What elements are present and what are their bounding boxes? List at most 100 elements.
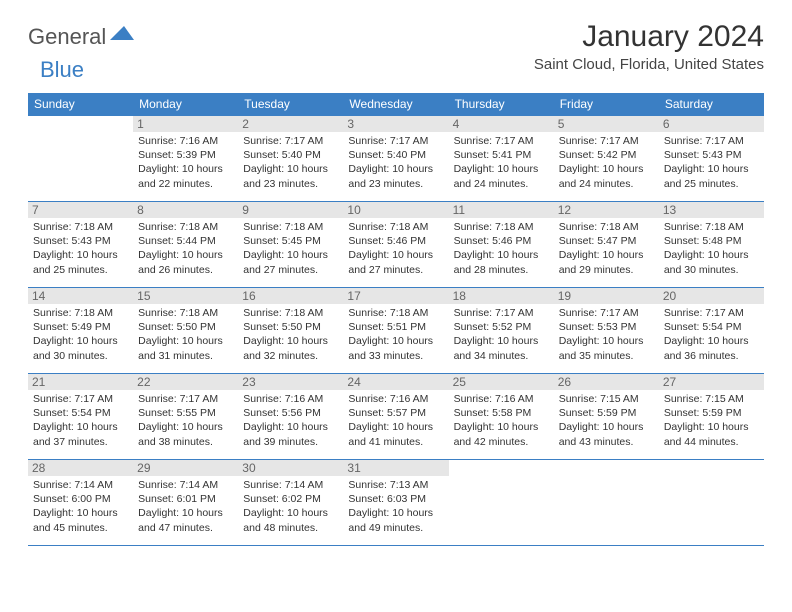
day-details: Sunrise: 7:14 AMSunset: 6:02 PMDaylight:… (243, 478, 338, 535)
day-number: 15 (133, 288, 238, 304)
calendar-cell: 5 Sunrise: 7:17 AMSunset: 5:42 PMDaylight… (554, 116, 659, 202)
calendar-cell: 7 Sunrise: 7:18 AMSunset: 5:43 PMDaylight… (28, 202, 133, 288)
calendar-cell: 17 Sunrise: 7:18 AMSunset: 5:51 PMDayligh… (343, 288, 448, 374)
calendar-row: 28 Sunrise: 7:14 AMSunset: 6:00 PMDayligh… (28, 460, 764, 546)
calendar-cell: 13 Sunrise: 7:18 AMSunset: 5:48 PMDayligh… (659, 202, 764, 288)
calendar-cell (28, 116, 133, 202)
calendar-cell: 2 Sunrise: 7:17 AMSunset: 5:40 PMDaylight… (238, 116, 343, 202)
day-details: Sunrise: 7:18 AMSunset: 5:46 PMDaylight:… (454, 220, 549, 277)
calendar-cell: 19 Sunrise: 7:17 AMSunset: 5:53 PMDayligh… (554, 288, 659, 374)
day-number: 11 (449, 202, 554, 218)
day-number: 1 (133, 116, 238, 132)
calendar-cell: 15 Sunrise: 7:18 AMSunset: 5:50 PMDayligh… (133, 288, 238, 374)
logo-arrow-icon (110, 24, 136, 47)
day-number: 9 (238, 202, 343, 218)
day-details: Sunrise: 7:18 AMSunset: 5:50 PMDaylight:… (138, 306, 233, 363)
logo-text-general: General (28, 24, 106, 50)
day-details: Sunrise: 7:17 AMSunset: 5:53 PMDaylight:… (559, 306, 654, 363)
calendar-cell (449, 460, 554, 546)
day-details: Sunrise: 7:17 AMSunset: 5:42 PMDaylight:… (559, 134, 654, 191)
calendar-row: 14 Sunrise: 7:18 AMSunset: 5:49 PMDayligh… (28, 288, 764, 374)
day-details: Sunrise: 7:17 AMSunset: 5:54 PMDaylight:… (33, 392, 128, 449)
day-number: 8 (133, 202, 238, 218)
day-number: 26 (554, 374, 659, 390)
day-number: 13 (659, 202, 764, 218)
day-number: 23 (238, 374, 343, 390)
day-details: Sunrise: 7:17 AMSunset: 5:43 PMDaylight:… (664, 134, 759, 191)
day-details: Sunrise: 7:14 AMSunset: 6:01 PMDaylight:… (138, 478, 233, 535)
day-details: Sunrise: 7:18 AMSunset: 5:48 PMDaylight:… (664, 220, 759, 277)
day-header: Monday (133, 93, 238, 116)
calendar-cell: 18 Sunrise: 7:17 AMSunset: 5:52 PMDayligh… (449, 288, 554, 374)
calendar-cell: 29Sunrise: 7:14 AMSunset: 6:01 PMDayligh… (133, 460, 238, 546)
day-details: Sunrise: 7:16 AMSunset: 5:56 PMDaylight:… (243, 392, 338, 449)
calendar-cell: 4Sunrise: 7:17 AMSunset: 5:41 PMDaylight… (449, 116, 554, 202)
calendar-cell: 28 Sunrise: 7:14 AMSunset: 6:00 PMDayligh… (28, 460, 133, 546)
month-title: January 2024 (534, 20, 764, 54)
day-number: 7 (28, 202, 133, 218)
day-number: 10 (343, 202, 448, 218)
day-number: 25 (449, 374, 554, 390)
day-number: 12 (554, 202, 659, 218)
day-details: Sunrise: 7:17 AMSunset: 5:52 PMDaylight:… (454, 306, 549, 363)
day-number: 19 (554, 288, 659, 304)
day-details: Sunrise: 7:17 AMSunset: 5:40 PMDaylight:… (243, 134, 338, 191)
day-details: Sunrise: 7:18 AMSunset: 5:46 PMDaylight:… (348, 220, 443, 277)
day-details: Sunrise: 7:15 AMSunset: 5:59 PMDaylight:… (664, 392, 759, 449)
calendar-cell: 22Sunrise: 7:17 AMSunset: 5:55 PMDayligh… (133, 374, 238, 460)
calendar-cell: 11 Sunrise: 7:18 AMSunset: 5:46 PMDayligh… (449, 202, 554, 288)
day-number: 6 (659, 116, 764, 132)
calendar-cell: 10 Sunrise: 7:18 AMSunset: 5:46 PMDayligh… (343, 202, 448, 288)
day-number: 18 (449, 288, 554, 304)
logo-text-blue: Blue (40, 57, 84, 82)
calendar-cell: 20 Sunrise: 7:17 AMSunset: 5:54 PMDayligh… (659, 288, 764, 374)
day-header: Wednesday (343, 93, 448, 116)
day-number: 5 (554, 116, 659, 132)
calendar-cell: 1Sunrise: 7:16 AMSunset: 5:39 PMDaylight… (133, 116, 238, 202)
calendar-cell: 24 Sunrise: 7:16 AMSunset: 5:57 PMDayligh… (343, 374, 448, 460)
calendar-cell: 31Sunrise: 7:13 AMSunset: 6:03 PMDayligh… (343, 460, 448, 546)
calendar-cell (554, 460, 659, 546)
calendar-row: 21 Sunrise: 7:17 AMSunset: 5:54 PMDayligh… (28, 374, 764, 460)
day-number: 28 (28, 460, 133, 476)
calendar-cell: 27 Sunrise: 7:15 AMSunset: 5:59 PMDayligh… (659, 374, 764, 460)
day-number: 20 (659, 288, 764, 304)
day-header: Sunday (28, 93, 133, 116)
calendar-cell: 21 Sunrise: 7:17 AMSunset: 5:54 PMDayligh… (28, 374, 133, 460)
calendar-cell: 26Sunrise: 7:15 AMSunset: 5:59 PMDayligh… (554, 374, 659, 460)
day-details: Sunrise: 7:16 AMSunset: 5:58 PMDaylight:… (454, 392, 549, 449)
calendar-cell: 9 Sunrise: 7:18 AMSunset: 5:45 PMDaylight… (238, 202, 343, 288)
day-details: Sunrise: 7:18 AMSunset: 5:45 PMDaylight:… (243, 220, 338, 277)
day-number: 3 (343, 116, 448, 132)
day-details: Sunrise: 7:17 AMSunset: 5:54 PMDaylight:… (664, 306, 759, 363)
calendar-cell (659, 460, 764, 546)
day-number: 24 (343, 374, 448, 390)
calendar-row: 7 Sunrise: 7:18 AMSunset: 5:43 PMDaylight… (28, 202, 764, 288)
logo: General (28, 20, 136, 50)
day-details: Sunrise: 7:17 AMSunset: 5:41 PMDaylight:… (454, 134, 549, 191)
calendar-row: 1Sunrise: 7:16 AMSunset: 5:39 PMDaylight… (28, 116, 764, 202)
day-details: Sunrise: 7:18 AMSunset: 5:51 PMDaylight:… (348, 306, 443, 363)
day-header: Friday (554, 93, 659, 116)
day-header: Thursday (449, 93, 554, 116)
day-details: Sunrise: 7:13 AMSunset: 6:03 PMDaylight:… (348, 478, 443, 535)
day-number: 16 (238, 288, 343, 304)
day-number: 14 (28, 288, 133, 304)
calendar-cell: 16Sunrise: 7:18 AMSunset: 5:50 PMDayligh… (238, 288, 343, 374)
calendar-cell: 8Sunrise: 7:18 AMSunset: 5:44 PMDaylight… (133, 202, 238, 288)
day-number: 17 (343, 288, 448, 304)
day-header: Tuesday (238, 93, 343, 116)
day-details: Sunrise: 7:14 AMSunset: 6:00 PMDaylight:… (33, 478, 128, 535)
day-details: Sunrise: 7:18 AMSunset: 5:49 PMDaylight:… (33, 306, 128, 363)
day-number: 2 (238, 116, 343, 132)
day-details: Sunrise: 7:17 AMSunset: 5:40 PMDaylight:… (348, 134, 443, 191)
day-number: 21 (28, 374, 133, 390)
calendar-cell: 6 Sunrise: 7:17 AMSunset: 5:43 PMDaylight… (659, 116, 764, 202)
day-number: 27 (659, 374, 764, 390)
day-details: Sunrise: 7:17 AMSunset: 5:55 PMDaylight:… (138, 392, 233, 449)
day-details: Sunrise: 7:16 AMSunset: 5:57 PMDaylight:… (348, 392, 443, 449)
calendar-cell: 23 Sunrise: 7:16 AMSunset: 5:56 PMDayligh… (238, 374, 343, 460)
calendar-cell: 3 Sunrise: 7:17 AMSunset: 5:40 PMDaylight… (343, 116, 448, 202)
calendar-cell: 12Sunrise: 7:18 AMSunset: 5:47 PMDayligh… (554, 202, 659, 288)
day-details: Sunrise: 7:18 AMSunset: 5:43 PMDaylight:… (33, 220, 128, 277)
